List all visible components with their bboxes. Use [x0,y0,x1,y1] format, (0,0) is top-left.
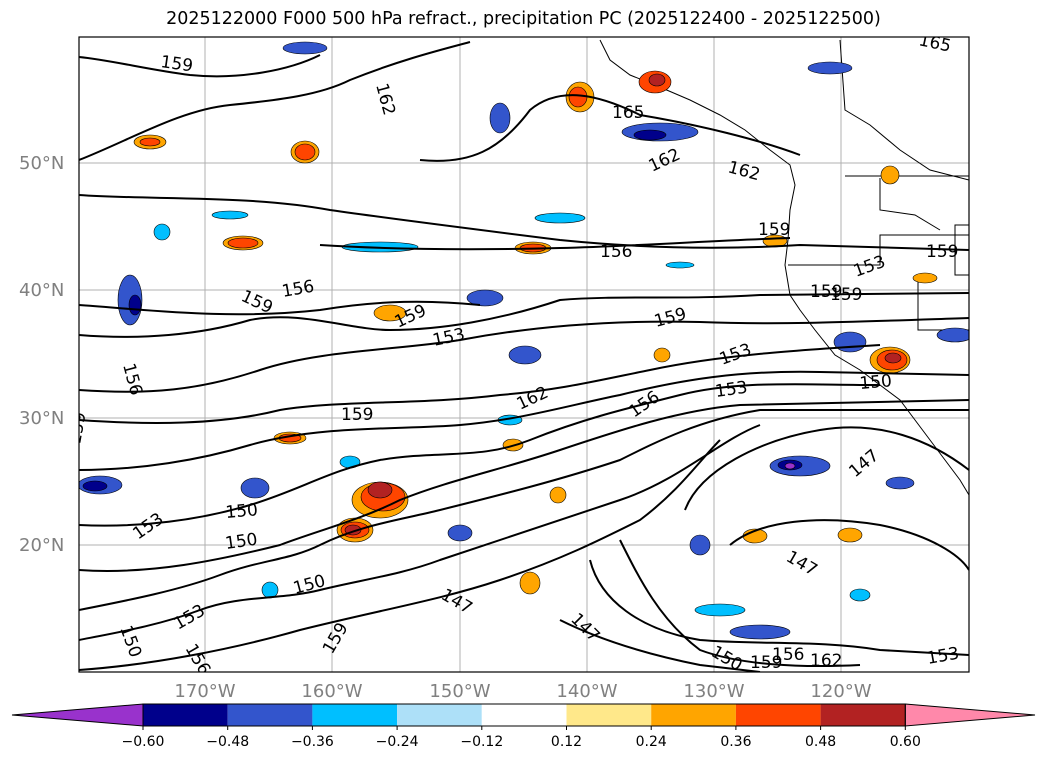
latitude-labels: 50°N 40°N 30°N 20°N [19,153,64,556]
colorbar-segment [651,704,736,726]
colorbar-segment [481,704,567,726]
contour-label: 150 [225,500,259,523]
colorbar-tick-label: 0.24 [636,734,667,750]
colorbar-outline [142,703,906,727]
lat-label-30n: 30°N [19,408,64,429]
colorbar-tick-label: −0.36 [291,734,334,750]
colorbar-extend-low [11,703,144,727]
contour-label: 156 [772,645,804,665]
lon-label-170w: 170°W [174,681,235,702]
contour-label: 159 [750,653,782,673]
contour-label: 159 [810,282,842,302]
map-title: 2025122000 F000 500 hPa refract., precip… [166,9,881,29]
colorbar-segment [143,704,228,726]
lat-label-40n: 40°N [19,280,64,301]
colorbar-segment [735,704,821,726]
contour-label: 159 [65,410,90,445]
colorbar-tick-label: −0.12 [460,734,503,750]
colorbar-segment [820,704,906,726]
contour-label: 159 [341,405,373,425]
contour-label: 156 [600,242,632,262]
contour-label: 150 [859,371,893,394]
lon-label-120w: 120°W [810,681,871,702]
colorbar-segment [397,704,482,726]
lon-label-130w: 130°W [683,681,744,702]
colorbar-tick-label: 0.48 [805,734,836,750]
colorbar-extend-high [904,703,1036,727]
contour-label: 159 [758,220,790,240]
contour-label: 165 [917,30,953,56]
refractivity-contours [79,41,969,672]
colorbar-segment [566,704,652,726]
colorbar-tick-label: 0.12 [551,734,582,750]
lat-label-20n: 20°N [19,535,64,556]
colorbar: −0.60 −0.48 −0.36 −0.24 −0.12 0.12 0.24 0.36 0.4… [11,703,1036,750]
lon-label-160w: 160°W [301,681,362,702]
contour-label: 165 [612,103,644,123]
contour-label: 150 [224,530,259,554]
colorbar-tick-label: 0.36 [720,734,751,750]
colorbar-tick-label: −0.48 [206,734,249,750]
coastline [599,39,969,496]
contour-label: 159 [926,242,958,262]
contour-label: 153 [714,378,749,402]
contour-label: 162 [810,651,842,671]
contour-label: 159 [159,52,194,76]
lon-label-140w: 140°W [556,681,617,702]
lat-label-50n: 50°N [19,153,64,174]
colorbar-tick-label: 0.60 [890,734,921,750]
colorbar-tick-label: −0.24 [376,734,419,750]
colorbar-tick-label: −0.60 [122,734,165,750]
contour-label: 159 [830,285,862,305]
longitude-labels: 170°W 160°W 150°W 140°W 130°W 120°W [174,681,871,702]
colorbar-segment [312,704,398,726]
map-frame [78,36,970,673]
lon-label-150w: 150°W [429,681,490,702]
colorbar-segment [227,704,313,726]
